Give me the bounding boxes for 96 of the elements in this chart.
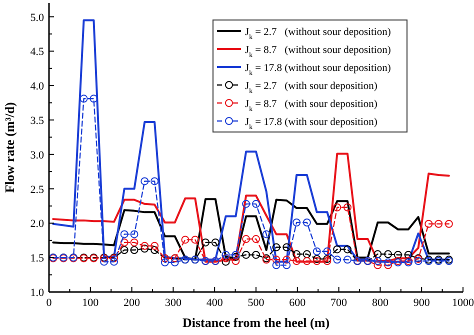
point: [100, 258, 108, 266]
y-tick-label: 2.0: [30, 218, 44, 230]
point: [252, 235, 260, 244]
point: [262, 230, 270, 238]
point: [140, 244, 149, 253]
x-tick-label: 400: [206, 297, 224, 309]
y-axis-title: Flow rate (m³/d): [2, 102, 17, 193]
y-tick-label: 1.5: [30, 252, 44, 265]
legend-label: J$_{k}$ = 17.8 (without sour deposition): [245, 63, 392, 76]
y-tick-label: 2.5: [30, 184, 44, 196]
point: [170, 258, 179, 266]
point: [384, 250, 392, 258]
point: [312, 254, 321, 263]
legend-label: J$_{k}$ = 2.7 (with sour deposition): [245, 81, 378, 94]
point: [333, 245, 342, 254]
x-tick-label: 700: [330, 297, 348, 309]
point: [140, 242, 149, 250]
point: [242, 235, 250, 244]
point: [272, 243, 280, 252]
point: [323, 247, 332, 256]
point: [222, 258, 230, 266]
point: [374, 257, 382, 266]
point: [150, 177, 159, 186]
point: [444, 220, 453, 228]
point: [292, 250, 301, 258]
point: [343, 245, 352, 254]
point: [120, 246, 128, 254]
point: [130, 230, 138, 238]
x-tick-label: 300: [164, 297, 182, 309]
point: [282, 243, 291, 252]
point: [282, 261, 291, 270]
point: [384, 258, 392, 266]
point: [292, 218, 301, 226]
y-tick-label: 4.5: [30, 46, 44, 58]
legend-label: J$_{k}$ = 8.7 (with sour deposition): [245, 99, 378, 112]
point: [272, 261, 280, 270]
legend-label: J$_{k}$ = 2.7 (without sour deposition): [245, 27, 392, 40]
point: [424, 220, 433, 228]
x-tick-label: 600: [289, 297, 306, 309]
point: [222, 250, 230, 259]
point: [222, 254, 230, 262]
point: [384, 261, 392, 270]
point: [333, 203, 342, 212]
point: [434, 220, 443, 228]
point: [120, 238, 128, 246]
point: [374, 250, 382, 258]
point: [333, 256, 342, 264]
point: [120, 230, 128, 238]
point: [323, 257, 332, 266]
point: [201, 238, 210, 246]
point: [242, 200, 250, 208]
point: [130, 246, 138, 254]
point: [374, 261, 382, 270]
y-tick-label: 3.5: [30, 114, 44, 127]
point: [211, 238, 220, 246]
point: [312, 257, 321, 266]
x-tick-label: 100: [82, 297, 100, 309]
x-tick-label: 900: [413, 297, 430, 309]
x-tick-label: 1000: [452, 297, 474, 309]
legend-label: J$_{k}$ = 8.7 (without sour deposition): [245, 45, 392, 58]
y-tick-label: 5.0: [30, 12, 44, 24]
y-tick-label: 3.0: [30, 149, 44, 162]
point: [343, 256, 352, 264]
x-tick-label: 200: [124, 297, 141, 309]
x-tick-label: 500: [248, 297, 265, 309]
point: [404, 250, 412, 259]
x-tick-label: 800: [372, 297, 389, 309]
x-axis-title: Distance from the heel (m): [182, 315, 330, 330]
point: [414, 257, 422, 266]
x-tick-label: 0: [46, 297, 52, 309]
point: [160, 258, 169, 266]
point: [232, 257, 240, 266]
point: [323, 254, 332, 263]
point: [272, 256, 280, 264]
point: [130, 238, 138, 246]
point: [252, 200, 260, 208]
point: [150, 242, 159, 250]
point: [242, 250, 250, 259]
point: [252, 250, 260, 259]
point: [312, 247, 321, 256]
point: [302, 250, 311, 258]
point: [394, 250, 402, 259]
point: [191, 236, 200, 244]
point: [150, 246, 159, 254]
point: [292, 257, 301, 266]
point: [80, 94, 88, 103]
point: [140, 177, 149, 186]
legend-label: J$_{k}$ = 17.8 (with sour deposition): [245, 117, 378, 130]
point: [302, 257, 311, 266]
point: [282, 256, 291, 264]
y-tick-label: 1.0: [30, 287, 44, 299]
point: [181, 236, 190, 244]
y-tick-label: 4.0: [30, 80, 44, 93]
point: [343, 203, 352, 212]
point: [302, 218, 311, 226]
point: [110, 258, 118, 266]
